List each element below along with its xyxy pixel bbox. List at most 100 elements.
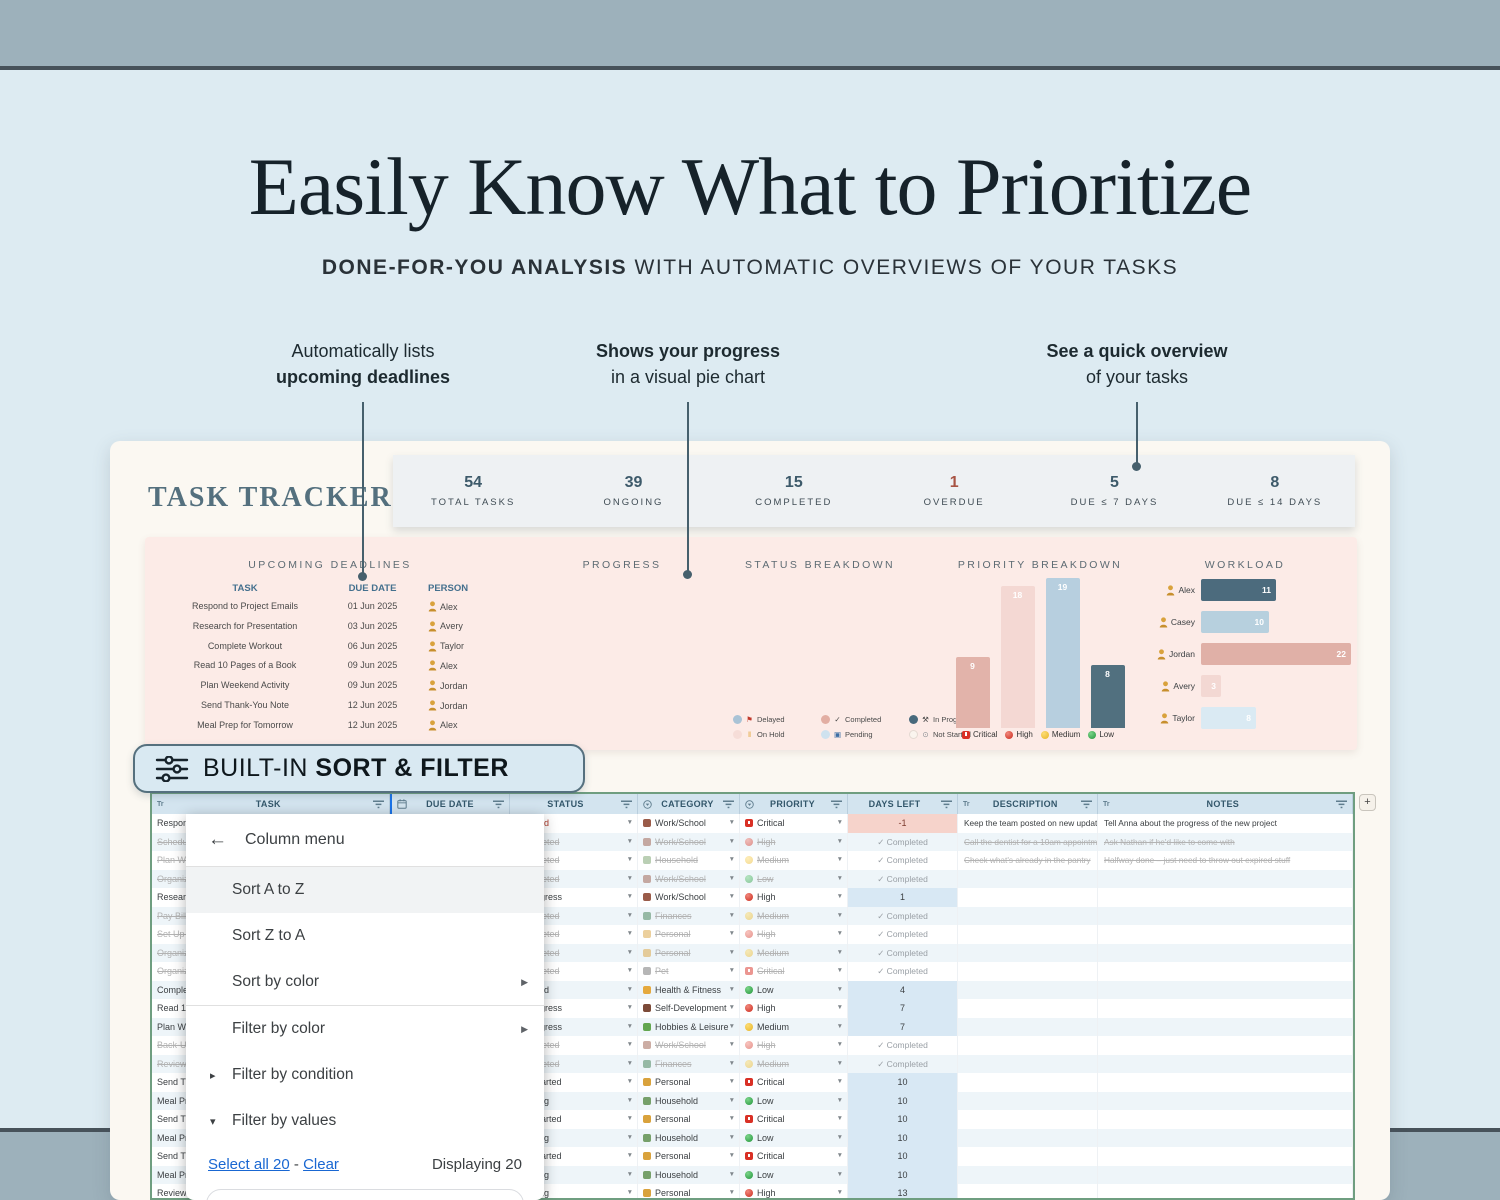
cell-days-left[interactable]: ✓ Completed	[848, 832, 958, 851]
cell-priority[interactable]: Low ▼	[740, 1091, 848, 1110]
cell-days-left[interactable]: 10	[848, 1073, 958, 1092]
cell-description[interactable]	[958, 999, 1098, 1018]
cell-days-left[interactable]: 1	[848, 888, 958, 907]
cell-priority[interactable]: Critical ▼	[740, 1147, 848, 1166]
cell-days-left[interactable]: 10	[848, 1110, 958, 1129]
expand-down-icon[interactable]: ▾	[210, 1115, 216, 1128]
dropdown-arrow-icon[interactable]: ▼	[626, 985, 633, 993]
dropdown-arrow-icon[interactable]: ▼	[626, 819, 633, 826]
cell-notes[interactable]	[1098, 888, 1353, 907]
dropdown-arrow-icon[interactable]: ▼	[728, 837, 735, 845]
cell-days-left[interactable]: ✓ Completed	[848, 925, 958, 944]
menu-item-filter-by-color[interactable]: Filter by color ▶	[186, 1006, 544, 1052]
dropdown-arrow-icon[interactable]: ▼	[728, 874, 735, 882]
cell-description[interactable]	[958, 1017, 1098, 1036]
dropdown-arrow-icon[interactable]: ▼	[836, 874, 843, 882]
cell-description[interactable]	[958, 980, 1098, 999]
cell-category[interactable]: Work/School ▼	[638, 1036, 740, 1055]
cell-category[interactable]: Work/School ▼	[638, 814, 740, 833]
cell-category[interactable]: Household ▼	[638, 1128, 740, 1147]
filter-icon[interactable]	[723, 800, 734, 809]
cell-priority[interactable]: High ▼	[740, 1184, 848, 1198]
dropdown-arrow-icon[interactable]: ▼	[836, 1115, 843, 1122]
dropdown-arrow-icon[interactable]: ▼	[836, 967, 843, 974]
cell-description[interactable]: Call the dentist for a 10am appointment	[958, 832, 1098, 851]
cell-priority[interactable]: Medium ▼	[740, 1017, 848, 1036]
cell-category[interactable]: Personal ▼	[638, 925, 740, 944]
cell-notes[interactable]	[1098, 1036, 1353, 1055]
dropdown-arrow-icon[interactable]: ▼	[728, 911, 735, 919]
cell-description[interactable]: Keep the team posted on new updates	[958, 814, 1098, 833]
cell-days-left[interactable]: 7	[848, 1017, 958, 1036]
column-header-priority[interactable]: PRIORITY	[740, 794, 848, 814]
cell-priority[interactable]: Medium ▼	[740, 906, 848, 925]
cell-category[interactable]: Finances ▼	[638, 906, 740, 925]
dropdown-arrow-icon[interactable]: ▼	[626, 1152, 633, 1159]
cell-category[interactable]: Work/School ▼	[638, 869, 740, 888]
menu-item-filter-by-condition[interactable]: ▸ Filter by condition	[186, 1052, 544, 1098]
dropdown-arrow-icon[interactable]: ▼	[626, 1096, 633, 1104]
column-header-category[interactable]: CATEGORY	[638, 794, 740, 814]
dropdown-arrow-icon[interactable]: ▼	[836, 1041, 843, 1048]
dropdown-arrow-icon[interactable]: ▼	[728, 1133, 735, 1141]
dropdown-arrow-icon[interactable]: ▼	[626, 911, 633, 919]
cell-priority[interactable]: High ▼	[740, 832, 848, 851]
filter-icon[interactable]	[941, 800, 952, 809]
cell-description[interactable]	[958, 906, 1098, 925]
dropdown-arrow-icon[interactable]: ▼	[728, 1059, 735, 1067]
cell-notes[interactable]	[1098, 1073, 1353, 1092]
cell-days-left[interactable]: 7	[848, 999, 958, 1018]
menu-item-sort-za[interactable]: Sort Z to A	[186, 913, 544, 959]
cell-category[interactable]: Personal ▼	[638, 1147, 740, 1166]
dropdown-arrow-icon[interactable]: ▼	[728, 1152, 735, 1159]
cell-days-left[interactable]: ✓ Completed	[848, 869, 958, 888]
dropdown-arrow-icon[interactable]: ▼	[626, 1059, 633, 1067]
dropdown-arrow-icon[interactable]: ▼	[836, 1170, 843, 1178]
dropdown-arrow-icon[interactable]: ▼	[836, 1059, 843, 1067]
dropdown-arrow-icon[interactable]: ▼	[836, 1133, 843, 1141]
filter-icon[interactable]	[1336, 800, 1347, 809]
dropdown-arrow-icon[interactable]: ▼	[728, 930, 735, 937]
menu-item-sort-az[interactable]: Sort A to Z	[186, 867, 544, 913]
cell-days-left[interactable]: 10	[848, 1165, 958, 1184]
dropdown-arrow-icon[interactable]: ▼	[836, 985, 843, 993]
cell-category[interactable]: Household ▼	[638, 1165, 740, 1184]
cell-notes[interactable]	[1098, 925, 1353, 944]
cell-description[interactable]	[958, 869, 1098, 888]
cell-notes[interactable]	[1098, 943, 1353, 962]
dropdown-arrow-icon[interactable]: ▼	[626, 1115, 633, 1122]
cell-days-left[interactable]: 10	[848, 1147, 958, 1166]
dropdown-arrow-icon[interactable]: ▼	[836, 856, 843, 863]
dropdown-arrow-icon[interactable]: ▼	[836, 1096, 843, 1104]
cell-notes[interactable]	[1098, 1147, 1353, 1166]
add-column-button[interactable]: +	[1359, 794, 1376, 811]
cell-notes[interactable]	[1098, 962, 1353, 981]
cell-category[interactable]: Work/School ▼	[638, 832, 740, 851]
cell-days-left[interactable]: ✓ Completed	[848, 962, 958, 981]
dropdown-arrow-icon[interactable]: ▼	[728, 1189, 735, 1196]
dropdown-arrow-icon[interactable]: ▼	[728, 1004, 735, 1011]
cell-priority[interactable]: Critical ▼	[740, 1110, 848, 1129]
cell-description[interactable]	[958, 888, 1098, 907]
dropdown-arrow-icon[interactable]: ▼	[728, 893, 735, 900]
column-header-status[interactable]: STATUS	[510, 794, 638, 814]
dropdown-arrow-icon[interactable]: ▼	[728, 1041, 735, 1048]
cell-description[interactable]	[958, 1184, 1098, 1198]
cell-description[interactable]	[958, 1147, 1098, 1166]
cell-notes[interactable]	[1098, 906, 1353, 925]
cell-category[interactable]: Household ▼	[638, 1091, 740, 1110]
column-header-due-date[interactable]: DUE DATE	[390, 794, 510, 814]
cell-days-left[interactable]: 13	[848, 1184, 958, 1198]
column-header-notes[interactable]: Tr NOTES	[1098, 794, 1353, 814]
cell-category[interactable]: Personal ▼	[638, 1184, 740, 1198]
cell-category[interactable]: Finances ▼	[638, 1054, 740, 1073]
cell-priority[interactable]: High ▼	[740, 1036, 848, 1055]
dropdown-arrow-icon[interactable]: ▼	[626, 930, 633, 937]
dropdown-arrow-icon[interactable]: ▼	[626, 1004, 633, 1011]
cell-priority[interactable]: Medium ▼	[740, 943, 848, 962]
cell-category[interactable]: Self-Development ▼	[638, 999, 740, 1018]
dropdown-arrow-icon[interactable]: ▼	[836, 930, 843, 937]
clear-link[interactable]: Clear	[303, 1156, 339, 1173]
cell-description[interactable]	[958, 943, 1098, 962]
cell-description[interactable]	[958, 1110, 1098, 1129]
